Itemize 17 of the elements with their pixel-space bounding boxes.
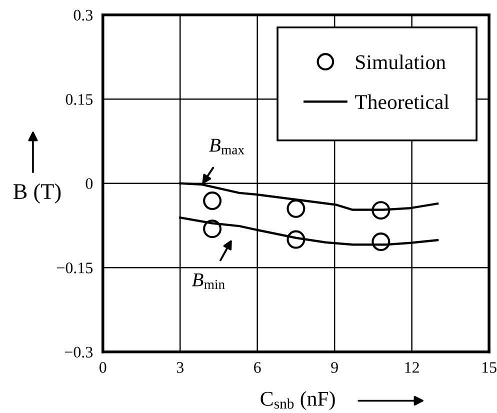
annotation: B$_{min}$ bbox=[192, 273, 225, 289]
x-tick-label: 0 bbox=[99, 362, 106, 373]
legend-label: Simulation bbox=[356, 54, 446, 70]
y-tick-label: 0 bbox=[86, 178, 93, 190]
x-tick-label: 9 bbox=[331, 362, 338, 373]
legend-label: Theoretical bbox=[354, 94, 450, 110]
x-tick-label: 15 bbox=[482, 362, 496, 373]
x-tick-label: 3 bbox=[176, 362, 184, 373]
annotation: B$_{max}$ bbox=[209, 138, 244, 154]
x-tick-label: 12 bbox=[405, 362, 419, 373]
y-tick-label: −0.15 bbox=[56, 262, 93, 274]
x-axis-title: C$_{snb}$ (nF) bbox=[260, 391, 335, 410]
y-axis-title: B (T) bbox=[13, 183, 61, 204]
y-tick-label: 0.3 bbox=[74, 10, 93, 21]
y-tick-label: −0.3 bbox=[64, 346, 93, 358]
x-tick-label: 6 bbox=[254, 362, 261, 373]
y-tick-label: 0.15 bbox=[66, 94, 93, 105]
